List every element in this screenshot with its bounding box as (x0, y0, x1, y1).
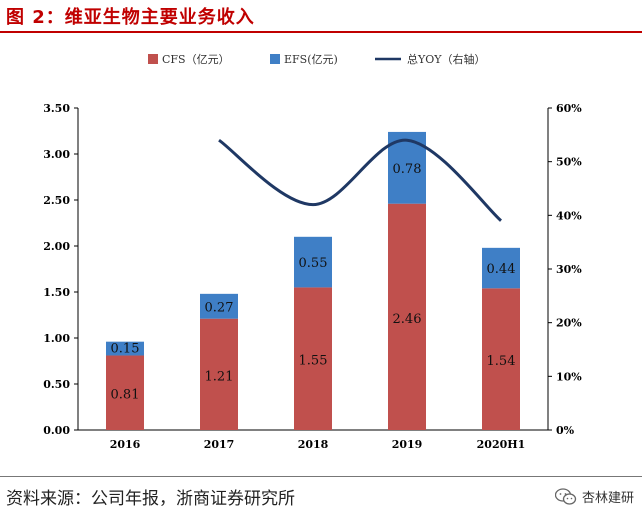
figure-title: 图 2：维亚生物主要业务收入 (6, 7, 255, 28)
left-tick-label: 1.00 (43, 332, 70, 345)
left-tick-label: 2.00 (43, 240, 70, 253)
bar-efs-2016 (106, 341, 144, 356)
legend-label-cfs: CFS（亿元） (162, 53, 230, 66)
x-tick-label: 2018 (298, 438, 329, 451)
data-label-efs: 0.44 (487, 262, 516, 277)
bar-cfs-2018 (294, 287, 332, 430)
data-label-cfs: 1.55 (299, 354, 328, 369)
bar-efs-2020H1 (482, 247, 520, 289)
legend-label-efs: EFS(亿元) (284, 53, 338, 66)
data-label-efs: 0.55 (299, 256, 328, 271)
data-label-efs: 0.15 (111, 341, 140, 356)
footer-rule (0, 476, 642, 477)
x-tick-label: 2020H1 (477, 438, 526, 451)
bar-efs-2017 (200, 293, 238, 319)
bar-cfs-2019 (388, 203, 426, 430)
bar-cfs-2016 (106, 355, 144, 430)
left-tick-label: 2.50 (43, 194, 70, 207)
x-tick-label: 2017 (204, 438, 235, 451)
wechat-icon (554, 487, 577, 505)
left-tick-label: 3.50 (43, 102, 70, 115)
data-label-efs: 0.27 (205, 300, 234, 315)
bar-efs-2018 (294, 236, 332, 288)
legend-swatch-efs (270, 54, 280, 64)
legend-swatch-cfs (148, 54, 158, 64)
right-tick-label: 20% (556, 317, 582, 330)
data-label-efs: 0.78 (393, 162, 422, 177)
bar-cfs-2017 (200, 318, 238, 430)
left-tick-label: 3.00 (43, 148, 70, 161)
right-tick-label: 0% (556, 424, 575, 437)
left-tick-label: 1.50 (43, 286, 70, 299)
legend-label-yoy: 总YOY（右轴） (407, 52, 486, 66)
data-label-cfs: 0.81 (111, 388, 140, 403)
x-tick-label: 2016 (110, 438, 141, 451)
right-tick-label: 10% (556, 370, 582, 383)
yoy-line (218, 138, 502, 222)
x-tick-label: 2019 (392, 438, 423, 451)
bar-cfs-2020H1 (482, 288, 520, 430)
data-label-cfs: 1.54 (487, 354, 516, 369)
watermark-text: 杏林建研 (581, 491, 634, 506)
left-tick-label: 0.50 (43, 378, 70, 391)
right-tick-label: 60% (556, 102, 582, 115)
data-label-cfs: 2.46 (393, 312, 422, 327)
left-tick-label: 0.00 (43, 424, 70, 437)
right-tick-label: 30% (556, 263, 582, 276)
source-note: 资料来源：公司年报，浙商证券研究所 (6, 489, 295, 509)
revenue-chart: CFS（亿元） EFS(亿元) 总YOY（右轴） 0.00 0.50 1.00 1.50 2.… (43, 52, 582, 451)
right-tick-label: 40% (556, 209, 582, 222)
data-label-cfs: 1.21 (205, 369, 234, 384)
right-tick-label: 50% (556, 156, 582, 169)
title-rule (0, 31, 642, 33)
watermark: 杏林建研 (554, 487, 634, 506)
